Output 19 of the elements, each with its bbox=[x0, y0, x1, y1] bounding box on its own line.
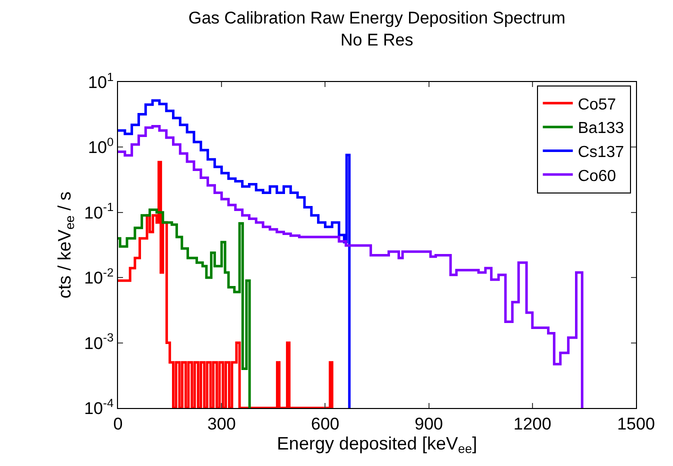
x-tick-label: 0 bbox=[113, 414, 123, 434]
legend-label: Co60 bbox=[578, 168, 616, 185]
y-tick-label: 10$^{-2}$ bbox=[84, 265, 114, 288]
y-tick-label: 10$^{-4}$ bbox=[84, 396, 114, 418]
y-tick-label: 10$^{-1}$ bbox=[84, 200, 114, 222]
x-tick-label: 900 bbox=[414, 414, 443, 434]
y-tick-label: 10$^{1}$ bbox=[88, 70, 114, 92]
x-tick-label: 300 bbox=[207, 414, 236, 434]
y-tick-label: 10$^{0}$ bbox=[88, 135, 114, 158]
x-tick-label: 1500 bbox=[617, 414, 655, 434]
y-tick-label: 10$^{-3}$ bbox=[84, 330, 114, 353]
x-tick-label: 1200 bbox=[513, 414, 552, 434]
x-tick-label: 600 bbox=[311, 414, 340, 434]
legend-label: Ba133 bbox=[578, 120, 624, 138]
chart-subtitle: No E Res bbox=[340, 30, 414, 50]
legend-label: Cs137 bbox=[578, 144, 624, 161]
legend-label: Co57 bbox=[578, 96, 616, 114]
chart-title: Gas Calibration Raw Energy Deposition Spectrum bbox=[188, 8, 566, 28]
x-axis-title: Energy deposited [keV$_{ee}$] bbox=[276, 433, 478, 456]
